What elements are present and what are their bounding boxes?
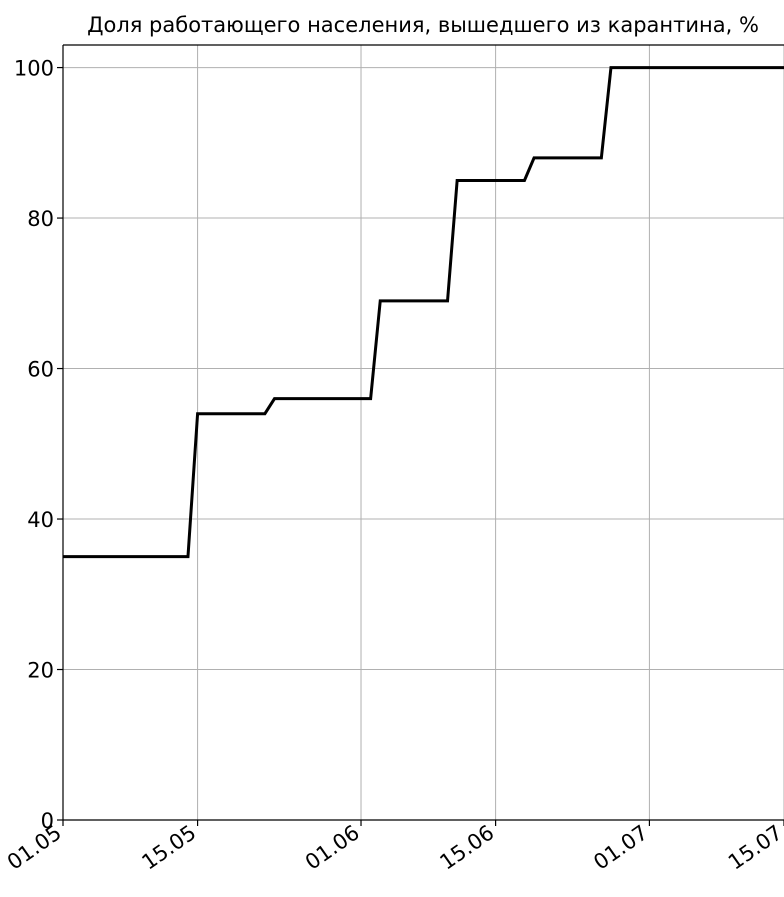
x-tick-label: 01.07 (589, 820, 652, 874)
y-tick-label: 60 (27, 358, 54, 382)
y-tick-label: 100 (14, 57, 54, 81)
x-tick-label: 15.06 (435, 820, 498, 874)
y-tick-label: 0 (41, 809, 54, 833)
chart-title: Доля работающего населения, вышедшего из… (87, 13, 759, 37)
series-line (63, 66, 784, 559)
x-tick-label: 15.07 (724, 820, 784, 874)
x-tick-label: 01.05 (3, 820, 66, 874)
axis-layer (57, 44, 784, 826)
y-tick-label: 80 (27, 207, 54, 231)
y-tick-label: 20 (27, 659, 54, 683)
x-tick-label: 01.06 (301, 820, 364, 874)
tick-label-layer: 0 20 40 60 80 100 01.05 15.05 01.06 15.06 01.07 15.… (3, 57, 784, 875)
series-layer (62, 66, 784, 559)
grid-layer (62, 45, 784, 821)
x-tick-label: 15.05 (137, 820, 200, 874)
y-tick-label: 40 (27, 508, 54, 532)
